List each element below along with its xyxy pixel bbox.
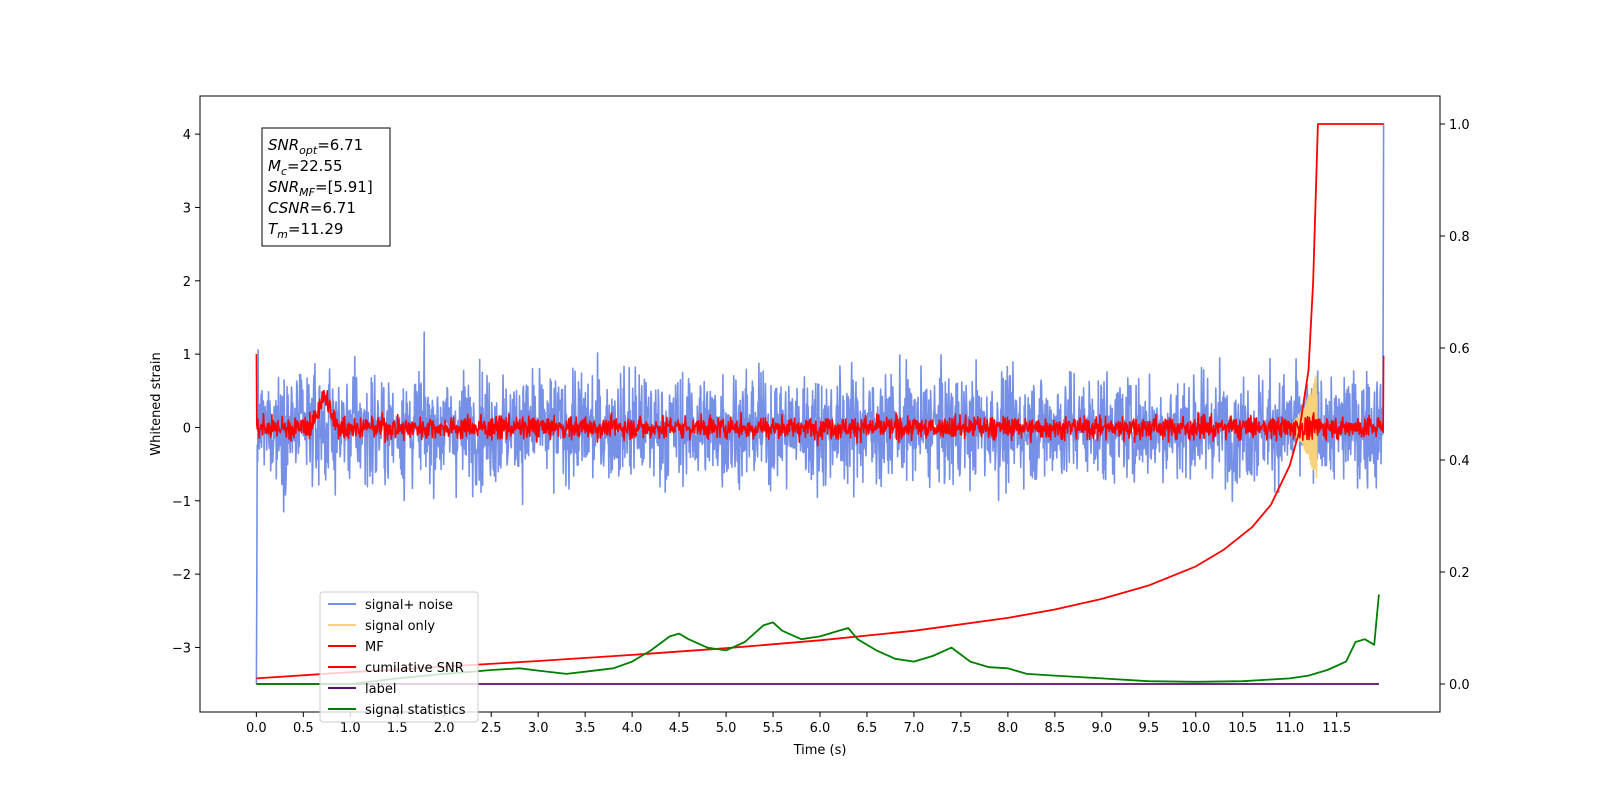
x-tick-label: 9.5	[1138, 721, 1159, 736]
legend: signal+ noise signal only MF cumilative SNR…	[319, 591, 479, 723]
annotation-line: CSNR=6.71	[268, 199, 356, 217]
x-tick-label: 7.0	[904, 721, 925, 736]
y-tick-label: 3	[183, 201, 191, 216]
series-cumulative-snr-line	[256, 123, 1384, 680]
annotation-subscript: MF	[299, 186, 315, 199]
x-tick-label: 0.0	[246, 721, 267, 736]
y2-tick-label: 0.8	[1449, 230, 1470, 245]
annotation-subscript: opt	[299, 144, 318, 157]
annotation-value: =11.29	[288, 220, 344, 238]
annotation-line: SNRopt=6.71	[268, 136, 363, 157]
x-tick-label: 9.0	[1091, 721, 1112, 736]
x-tick-label: 6.5	[857, 721, 878, 736]
y-tick-label: −2	[172, 568, 191, 583]
y-tick-label: 2	[183, 275, 191, 290]
annotation-subscript: m	[277, 228, 288, 241]
series-signal-statistics-line	[256, 594, 1380, 685]
legend-label: label	[365, 682, 396, 697]
legend-label: signal statistics	[365, 703, 466, 718]
x-tick-label: 7.5	[951, 721, 972, 736]
x-tick-label: 1.5	[387, 721, 408, 736]
legend-label: MF	[365, 640, 384, 655]
annotation-value: =[5.91]	[315, 178, 373, 196]
annotation-value: =6.71	[310, 199, 356, 217]
y-tick-label: 4	[183, 128, 191, 143]
x-tick-label: 11.5	[1322, 721, 1351, 736]
y-axis: −3 −2 −1 0 1 2 3 4	[172, 128, 200, 656]
annotation-line: Mc=22.55	[268, 157, 343, 178]
x-tick-label: 4.0	[622, 721, 643, 736]
annotation-symbol: SNR	[268, 136, 299, 154]
legend-label: signal only	[365, 619, 435, 634]
y-tick-label: −3	[172, 641, 191, 656]
y2-tick-label: 0.6	[1449, 342, 1470, 357]
annotation-line: SNRMF=[5.91]	[268, 178, 373, 199]
x-tick-label: 4.5	[669, 721, 690, 736]
x-tick-label: 8.5	[1045, 721, 1066, 736]
legend-label: cumilative SNR	[365, 661, 464, 676]
annotation-symbol: SNR	[268, 178, 299, 196]
x-tick-label: 0.5	[293, 721, 314, 736]
x-tick-label: 11.0	[1275, 721, 1304, 736]
annotation-line: Tm=11.29	[268, 220, 343, 241]
x-tick-label: 2.0	[434, 721, 455, 736]
x-tick-label: 8.0	[998, 721, 1019, 736]
y-tick-label: −1	[172, 495, 191, 510]
y-axis-label: Whitened strain	[149, 352, 164, 455]
y2-tick-label: 0.2	[1449, 566, 1470, 581]
series-mf-line	[255, 354, 1385, 447]
annotation-value: =22.55	[287, 157, 343, 175]
legend-frame	[319, 591, 479, 723]
x-tick-label: 10.5	[1228, 721, 1257, 736]
series-layer	[255, 123, 1385, 685]
y2-tick-label: 1.0	[1449, 118, 1470, 133]
annotation-symbol: M	[268, 157, 281, 175]
annotation-symbol: CSNR	[268, 199, 310, 217]
x-tick-label: 5.5	[763, 721, 784, 736]
x-tick-label: 10.0	[1181, 721, 1210, 736]
y-tick-label: 0	[183, 421, 191, 436]
legend-label: signal+ noise	[365, 598, 453, 613]
y-tick-label: 1	[183, 348, 191, 363]
x-tick-label: 3.5	[575, 721, 596, 736]
x-tick-label: 5.0	[716, 721, 737, 736]
y2-axis: 0.0 0.2 0.4 0.6 0.8 1.0	[1440, 118, 1470, 693]
annotation-value: =6.71	[317, 136, 363, 154]
y2-tick-label: 0.4	[1449, 454, 1470, 469]
x-tick-label: 3.0	[528, 721, 549, 736]
annotation-subscript: c	[281, 165, 287, 178]
y2-tick-label: 0.0	[1449, 678, 1470, 693]
x-axis-label: Time (s)	[793, 743, 847, 758]
x-tick-label: 1.0	[340, 721, 361, 736]
x-axis: 0.0 0.5 1.0 1.5 2.0 2.5 3.0 3.5 4.0 4.5 5.0 5.5 6.0 6…	[246, 712, 1351, 736]
annotation-symbol: T	[268, 220, 279, 238]
stats-annotation-box: SNRopt=6.71Mc=22.55SNRMF=[5.91]CSNR=6.71…	[261, 127, 391, 247]
x-tick-label: 6.0	[810, 721, 831, 736]
x-tick-label: 2.5	[481, 721, 502, 736]
annotation-frame	[261, 127, 391, 247]
